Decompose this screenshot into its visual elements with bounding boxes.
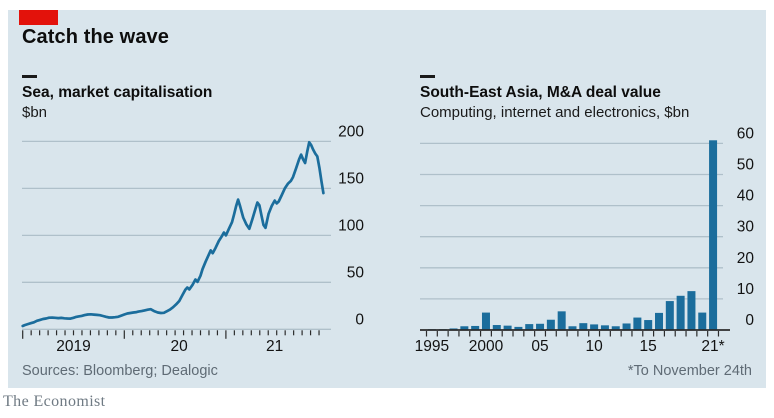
bar-2012 bbox=[611, 326, 620, 330]
x-axis-label: 2000 bbox=[469, 338, 504, 355]
bar-2002 bbox=[503, 325, 512, 330]
x-axis-label: 10 bbox=[585, 338, 603, 355]
bar-2013 bbox=[622, 323, 631, 330]
bar-1998 bbox=[460, 326, 469, 330]
x-axis-label: 05 bbox=[531, 338, 548, 355]
y-tick-label: 50 bbox=[347, 264, 365, 281]
y-tick-label: 200 bbox=[338, 123, 364, 140]
series-key-dash-left bbox=[22, 75, 37, 78]
bar-2005 bbox=[536, 323, 545, 330]
x-axis-label: 21* bbox=[701, 338, 724, 355]
bar-2010 bbox=[590, 324, 599, 330]
chart-card-panel: Catch the wave Sea, market capitalisatio… bbox=[8, 10, 766, 388]
bar-2017 bbox=[665, 301, 674, 330]
series-key-dash-right bbox=[420, 75, 435, 78]
left-chart-unit-label: $bn bbox=[22, 104, 48, 121]
y-tick-label: 100 bbox=[338, 217, 364, 234]
x-axis-label: 21 bbox=[266, 338, 283, 355]
bar-2004 bbox=[525, 324, 534, 330]
sea-market-cap-line bbox=[21, 140, 325, 328]
y-tick-label: 10 bbox=[737, 281, 755, 298]
y-tick-label: 60 bbox=[737, 125, 755, 142]
page-title: Catch the wave bbox=[22, 26, 170, 48]
bar-1999 bbox=[471, 325, 480, 330]
bar-2006 bbox=[546, 319, 555, 330]
bar-2020 bbox=[698, 312, 707, 330]
publication-brand: The Economist bbox=[3, 393, 106, 410]
bar-2009 bbox=[579, 323, 588, 330]
y-tick-label: 150 bbox=[338, 170, 364, 187]
bar-2000 bbox=[481, 312, 490, 330]
right-chart-title: South-East Asia, M&A deal value bbox=[420, 84, 661, 101]
bar-2015 bbox=[644, 320, 653, 330]
x-axis-label: 1995 bbox=[415, 338, 449, 355]
y-tick-label: 20 bbox=[737, 250, 755, 267]
bar-2001 bbox=[492, 325, 501, 330]
bar-2018 bbox=[676, 295, 685, 330]
y-tick-label: 50 bbox=[737, 157, 755, 174]
bar-2011 bbox=[600, 325, 609, 330]
sources-note: Sources: Bloomberg; Dealogic bbox=[22, 363, 218, 379]
economist-red-tab bbox=[19, 10, 58, 25]
right-chart-subtitle: Computing, internet and electronics, $bn bbox=[420, 104, 690, 121]
bar-2007 bbox=[557, 311, 566, 330]
bar-2016 bbox=[655, 312, 664, 330]
footnote-asterisk: *To November 24th bbox=[627, 363, 752, 379]
x-axis-label: 2019 bbox=[56, 338, 90, 355]
y-tick-label: 0 bbox=[745, 312, 754, 329]
x-axis-label: 20 bbox=[171, 338, 189, 355]
y-tick-label: 40 bbox=[737, 188, 755, 205]
bar-2021 bbox=[709, 140, 718, 330]
bar-2014 bbox=[633, 317, 642, 330]
bar-2019 bbox=[687, 291, 696, 330]
bar-2008 bbox=[568, 326, 577, 330]
x-axis-label: 15 bbox=[640, 338, 657, 355]
y-tick-label: 30 bbox=[737, 219, 755, 236]
bar-2003 bbox=[514, 326, 523, 330]
left-chart-title: Sea, market capitalisation bbox=[22, 84, 213, 101]
y-tick-label: 0 bbox=[355, 311, 364, 328]
